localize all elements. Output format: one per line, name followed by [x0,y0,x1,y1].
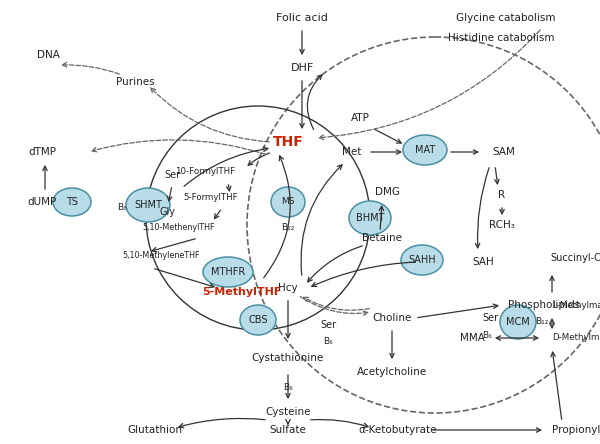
Text: Purines: Purines [116,77,154,87]
Text: MTHFR: MTHFR [211,267,245,277]
Text: B₁₂: B₁₂ [281,223,295,233]
Text: SAHH: SAHH [408,255,436,265]
Text: 5,10-MethyleneTHF: 5,10-MethyleneTHF [122,250,199,259]
Text: BHMT: BHMT [356,213,384,223]
Text: dUMP: dUMP [28,197,56,207]
Text: MCM: MCM [506,317,530,327]
Text: SAH: SAH [472,257,494,267]
Text: Cystathionine: Cystathionine [252,353,324,363]
Text: TS: TS [66,197,78,207]
Text: DMG: DMG [376,187,401,197]
Text: Ser: Ser [164,170,180,180]
Ellipse shape [349,201,391,235]
Text: Folic acid: Folic acid [276,13,328,23]
Text: SAM: SAM [492,147,515,157]
Text: L-Methylmalonyl-CoA: L-Methylmalonyl-CoA [552,301,600,309]
Text: MMA: MMA [460,333,484,343]
Text: Ser: Ser [320,320,336,330]
Text: Succinyl-CoA: Succinyl-CoA [550,253,600,263]
Text: 5-FormylTHF: 5-FormylTHF [184,194,238,202]
Text: B₆: B₆ [323,337,333,346]
Ellipse shape [53,188,91,216]
Text: R: R [499,190,506,200]
Text: B₆: B₆ [117,203,127,213]
Text: Sulfate: Sulfate [269,425,307,435]
Text: Gly: Gly [160,207,176,217]
Ellipse shape [271,187,305,217]
Text: CBS: CBS [248,315,268,325]
Text: MS: MS [281,198,295,206]
Text: Phospholipids: Phospholipids [508,300,580,310]
Ellipse shape [126,188,170,222]
Text: B₁₂: B₁₂ [535,317,548,326]
Text: Acetylcholine: Acetylcholine [357,367,427,377]
Ellipse shape [403,135,447,165]
Ellipse shape [401,245,443,275]
Text: Ser: Ser [482,313,498,323]
Text: Choline: Choline [373,313,412,323]
Text: 5,10-MethenylTHF: 5,10-MethenylTHF [143,223,215,233]
Text: DHF: DHF [290,63,314,73]
Ellipse shape [203,257,253,287]
Text: 10-FormylTHF: 10-FormylTHF [175,167,235,177]
Text: B₆: B₆ [482,330,492,340]
Text: Cysteine: Cysteine [265,407,311,417]
Text: Glycine catabolism: Glycine catabolism [455,13,555,23]
Text: dTMP: dTMP [28,147,56,157]
Text: ATP: ATP [350,113,370,123]
Text: D-Methylmalonyl-CoA: D-Methylmalonyl-CoA [552,333,600,342]
Text: B₆: B₆ [283,384,293,392]
Text: 5-MethylTHF: 5-MethylTHF [202,287,281,297]
Text: THF: THF [272,135,304,149]
Text: SHMT: SHMT [134,200,162,210]
Ellipse shape [500,305,536,339]
Text: DNA: DNA [37,50,59,60]
Text: Hcy: Hcy [278,283,298,293]
Text: α-Ketobutyrate: α-Ketobutyrate [359,425,437,435]
Text: Histidine catabolism: Histidine catabolism [449,33,555,43]
Text: Met: Met [343,147,362,157]
Text: Propionyl-CoA: Propionyl-CoA [552,425,600,435]
Text: MAT: MAT [415,145,435,155]
Text: Glutathion: Glutathion [128,425,182,435]
Ellipse shape [240,305,276,335]
Text: RCH₃: RCH₃ [489,220,515,230]
Text: Betaine: Betaine [362,233,402,243]
